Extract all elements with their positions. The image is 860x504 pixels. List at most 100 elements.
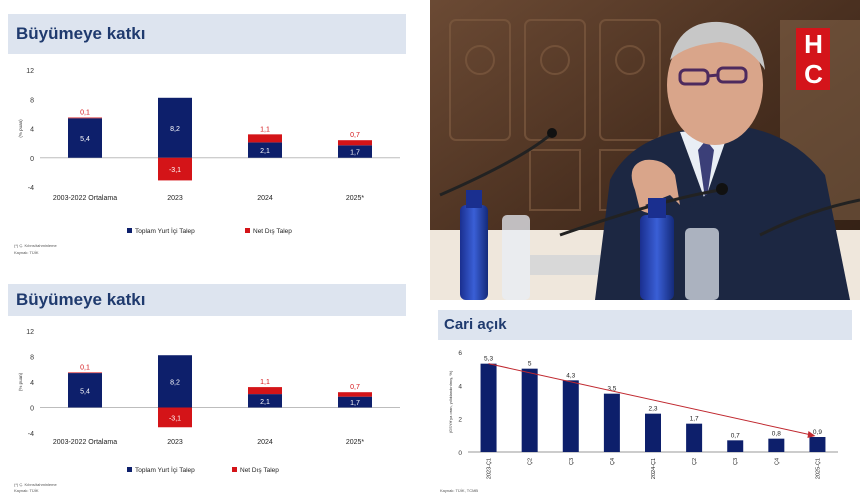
x-category-label: 2025-Ç1 (815, 458, 821, 479)
data-label-external: 1,1 (260, 379, 270, 386)
data-label-domestic: 1,7 (350, 400, 360, 407)
legend-swatch-external (245, 228, 250, 233)
legend-swatch-domestic (127, 467, 132, 472)
y-tick-label: 0 (458, 450, 462, 457)
bar-net-external-demand (248, 387, 282, 395)
bar-net-external-demand (68, 117, 102, 119)
data-label-domestic: 2,1 (260, 148, 270, 155)
bar-net-external-demand (338, 140, 372, 146)
x-category-label: 2024-Ç1 (651, 458, 657, 479)
bar-current-account (645, 413, 661, 452)
data-label: 5 (528, 361, 532, 368)
source-note: Kaynak: TÜİK (14, 250, 39, 255)
y-tick-label: -4 (28, 185, 34, 192)
y-tick-label: 4 (458, 383, 462, 390)
source-note: Kaynak: TÜİK, TCMB (440, 488, 479, 493)
y-tick-label: 12 (26, 68, 34, 75)
data-label-external: 0,7 (350, 384, 360, 391)
bar-current-account (686, 423, 703, 452)
data-label: 1,7 (690, 416, 699, 423)
data-label-domestic: 5,4 (80, 388, 90, 395)
bar-net-external-demand (248, 134, 282, 143)
bar-domestic-demand (248, 394, 282, 408)
bar-domestic-demand (68, 373, 102, 408)
legend-swatch-external (232, 467, 237, 472)
hc-logo: HC (796, 28, 830, 90)
y-tick-label: 4 (30, 127, 34, 134)
footnote: (*) Ç. Kıbrıs/tahminleme (14, 243, 57, 248)
y-tick-label: 2 (458, 417, 462, 424)
speaker-photo: HC (430, 0, 860, 300)
bar-domestic-demand (338, 145, 372, 158)
legend-label-external: Net Dış Talep (253, 228, 292, 235)
trend-arrowhead (807, 431, 816, 438)
bar-domestic-demand (158, 97, 192, 158)
trend-line (488, 363, 812, 436)
data-label: 0,8 (772, 431, 781, 438)
current-account-chart: 0 2 4 6 (GSYH'ya oran, yıllıklandırılmış, %)… (448, 350, 838, 479)
data-label: 3,5 (607, 386, 616, 393)
growth-contribution-panel-bottom: Büyümeye katkı -4 0 4 8 12 (% puan) 5,4 0,1 2003… (0, 272, 420, 504)
y-tick-label: 12 (26, 329, 34, 336)
panel-title: Büyümeye katkı (8, 284, 406, 316)
data-label-external: 0,1 (80, 364, 90, 371)
bar-domestic-demand (338, 396, 372, 408)
x-category-label: 2023-Ç1 (487, 458, 493, 479)
bar-domestic-demand (68, 118, 102, 158)
y-tick-label: 0 (30, 156, 34, 163)
source-note: Kaynak: TÜİK (14, 488, 39, 493)
x-category-label: 2025* (346, 195, 365, 202)
data-label-external: 0,1 (80, 110, 90, 117)
y-tick-label: -4 (28, 431, 34, 438)
data-label: 5,3 (484, 356, 493, 363)
bar-current-account (562, 380, 579, 452)
y-tick-label: 4 (30, 380, 34, 387)
x-category-label: 2003-2022 Ortalama (53, 439, 117, 446)
bar-net-external-demand (338, 392, 372, 397)
x-category-label: 2023 (167, 195, 183, 202)
x-category-label: 2003-2022 Ortalama (53, 195, 117, 202)
bar-net-external-demand (158, 157, 192, 181)
y-tick-label: 8 (30, 97, 34, 104)
data-label-external: 0,7 (350, 132, 360, 139)
data-label: 0,7 (731, 432, 740, 439)
y-axis-label: (% puan) (18, 372, 23, 391)
bar-current-account (727, 440, 744, 452)
data-label-domestic: 8,2 (170, 126, 180, 133)
legend-label-domestic: Toplam Yurt İçi Talep (135, 465, 195, 474)
growth-chart-bottom: -4 0 4 8 12 (% puan) 5,4 0,1 2003-2022 Ortalama 8… (18, 329, 400, 474)
data-label-domestic: 2,1 (260, 399, 270, 406)
bar-net-external-demand (68, 372, 102, 374)
x-category-label: Ç4 (610, 458, 616, 465)
data-label-external: -3,1 (169, 167, 181, 174)
x-category-label: Ç3 (569, 458, 575, 465)
legend-swatch-domestic (127, 228, 132, 233)
panel-title: Cari açık (438, 310, 852, 340)
bar-current-account (809, 437, 826, 452)
x-category-label: Ç2 (528, 458, 534, 465)
growth-chart-top: -4 0 4 8 12 (% puan) 5,4 0,1 2003-2022 Ortalama 8… (18, 68, 400, 235)
data-label-external: -3,1 (169, 415, 181, 422)
legend-label-domestic: Toplam Yurt İçi Talep (135, 226, 195, 235)
x-category-label: 2024 (257, 439, 273, 446)
bar-domestic-demand (248, 142, 282, 158)
data-label-domestic: 1,7 (350, 150, 360, 157)
data-label: 0,9 (813, 429, 822, 436)
x-category-label: Ç2 (692, 458, 698, 465)
bar-domestic-demand (158, 355, 192, 408)
bar-current-account (768, 438, 785, 452)
current-account-panel: Cari açık 0 2 4 6 (GSYH'ya oran, yıllıklandı… (430, 300, 860, 504)
data-label: 4,3 (566, 372, 575, 379)
data-label-external: 1,1 (260, 126, 270, 133)
y-axis-label: (GSYH'ya oran, yıllıklandırılmış, %) (448, 370, 453, 433)
legend-label-external: Net Dış Talep (240, 467, 279, 474)
y-tick-label: 6 (458, 350, 462, 357)
data-label-domestic: 5,4 (80, 136, 90, 143)
data-label: 2,3 (648, 406, 657, 413)
x-category-label: 2023 (167, 439, 183, 446)
growth-contribution-panel-top: Büyümeye katkı -4 0 4 8 12 (% puan) 5,4 0,1 2003… (0, 0, 420, 272)
bar-current-account (603, 393, 620, 452)
x-category-label: 2025* (346, 439, 365, 446)
x-category-label: 2024 (257, 195, 273, 202)
x-category-label: Ç4 (774, 458, 780, 465)
